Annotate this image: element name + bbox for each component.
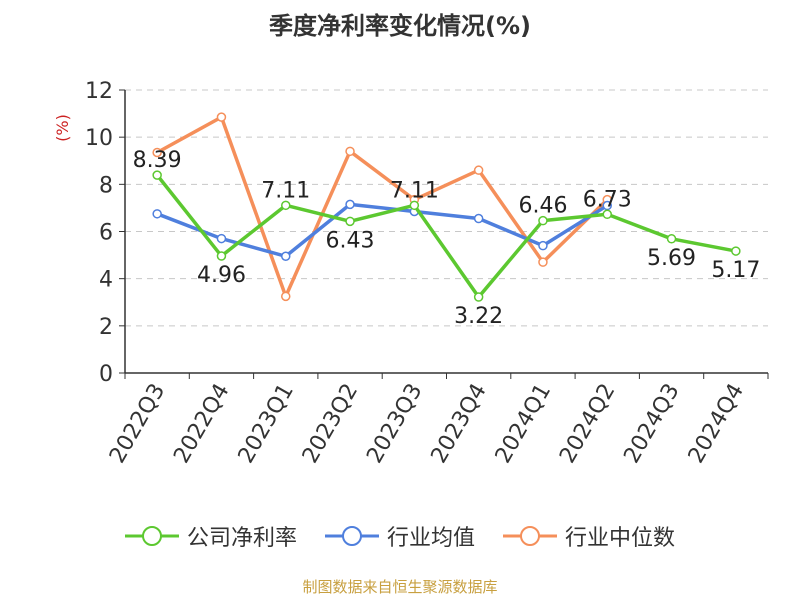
data-point (216, 251, 227, 261)
data-point (345, 146, 355, 157)
data-label: 6.46 (518, 194, 567, 219)
legend-item-industry-mean[interactable]: 行业均值 (324, 520, 475, 552)
grid-lines (125, 89, 768, 327)
source-note: 制图数据来自恒生聚源数据库 (302, 578, 498, 596)
data-point (281, 291, 291, 302)
legend-label: 行业均值 (386, 526, 475, 551)
legend: 公司净利率 行业均值 行业中位数 (0, 520, 800, 552)
chart-title: 季度净利率变化情况(%) (269, 12, 531, 40)
data-point (345, 199, 355, 210)
data-label: 7.11 (390, 178, 439, 203)
x-tick-label: 2023Q4 (427, 380, 492, 468)
data-label: 8.39 (133, 148, 182, 173)
legend-item-industry-median[interactable]: 行业中位数 (503, 520, 675, 552)
data-label: 5.69 (647, 246, 696, 271)
data-label: 3.22 (454, 304, 503, 329)
x-tick-label: 2023Q3 (362, 380, 427, 468)
data-label: 5.17 (711, 258, 760, 283)
data-point (538, 257, 548, 267)
series-line (156, 115, 609, 299)
data-point (152, 209, 162, 219)
data-point (473, 292, 484, 302)
data-point (152, 170, 162, 180)
legend-label: 行业中位数 (565, 526, 676, 551)
x-tick-label: 2024Q4 (684, 380, 749, 468)
series-lines (152, 112, 741, 302)
legend-marker-icon (503, 526, 557, 546)
data-point (602, 209, 612, 220)
data-label: 7.11 (261, 178, 310, 203)
x-tick-label: 2022Q3 (105, 380, 170, 468)
y-tick-label: 2 (99, 315, 113, 340)
x-tick-label: 2024Q3 (619, 380, 684, 468)
data-point (345, 216, 355, 227)
x-tick-label: 2023Q2 (298, 380, 363, 468)
y-tick-label: 10 (85, 126, 113, 151)
legend-marker-icon (324, 526, 379, 546)
data-point (473, 165, 484, 175)
data-point (666, 234, 677, 244)
data-point (152, 147, 162, 158)
data-point (538, 215, 548, 226)
y-axis-label: (%) (53, 114, 72, 142)
y-tick-label: 8 (99, 173, 113, 198)
data-label: 6.73 (583, 187, 632, 212)
y-tick-label: 12 (85, 79, 113, 104)
x-tick-label: 2024Q2 (555, 380, 620, 468)
x-tick-label: 2023Q1 (234, 380, 299, 468)
data-labels: 8.39 4.96 7.11 6.43 7.11 3.22 6.46 6.73 5.69 5.17 (133, 148, 761, 329)
data-point (473, 213, 484, 224)
data-point (731, 246, 741, 256)
legend-marker-icon (124, 526, 179, 546)
data-point (281, 251, 291, 262)
series-line (156, 202, 609, 259)
x-tick-label: 2024Q1 (491, 380, 556, 468)
legend-item-company[interactable]: 公司净利率 (124, 520, 297, 552)
data-point (216, 112, 227, 122)
data-point (216, 233, 227, 244)
data-label: 4.96 (197, 263, 246, 288)
data-point (281, 200, 291, 211)
legend-label: 公司净利率 (186, 526, 297, 551)
data-point (538, 240, 548, 251)
data-point (409, 200, 420, 211)
y-tick-label: 6 (99, 221, 113, 246)
series-line (155, 174, 737, 299)
y-tick-label: 0 (99, 362, 113, 387)
data-label: 6.43 (326, 228, 375, 253)
y-tick-label: 4 (99, 268, 113, 293)
x-tick-label: 2022Q4 (169, 380, 234, 468)
